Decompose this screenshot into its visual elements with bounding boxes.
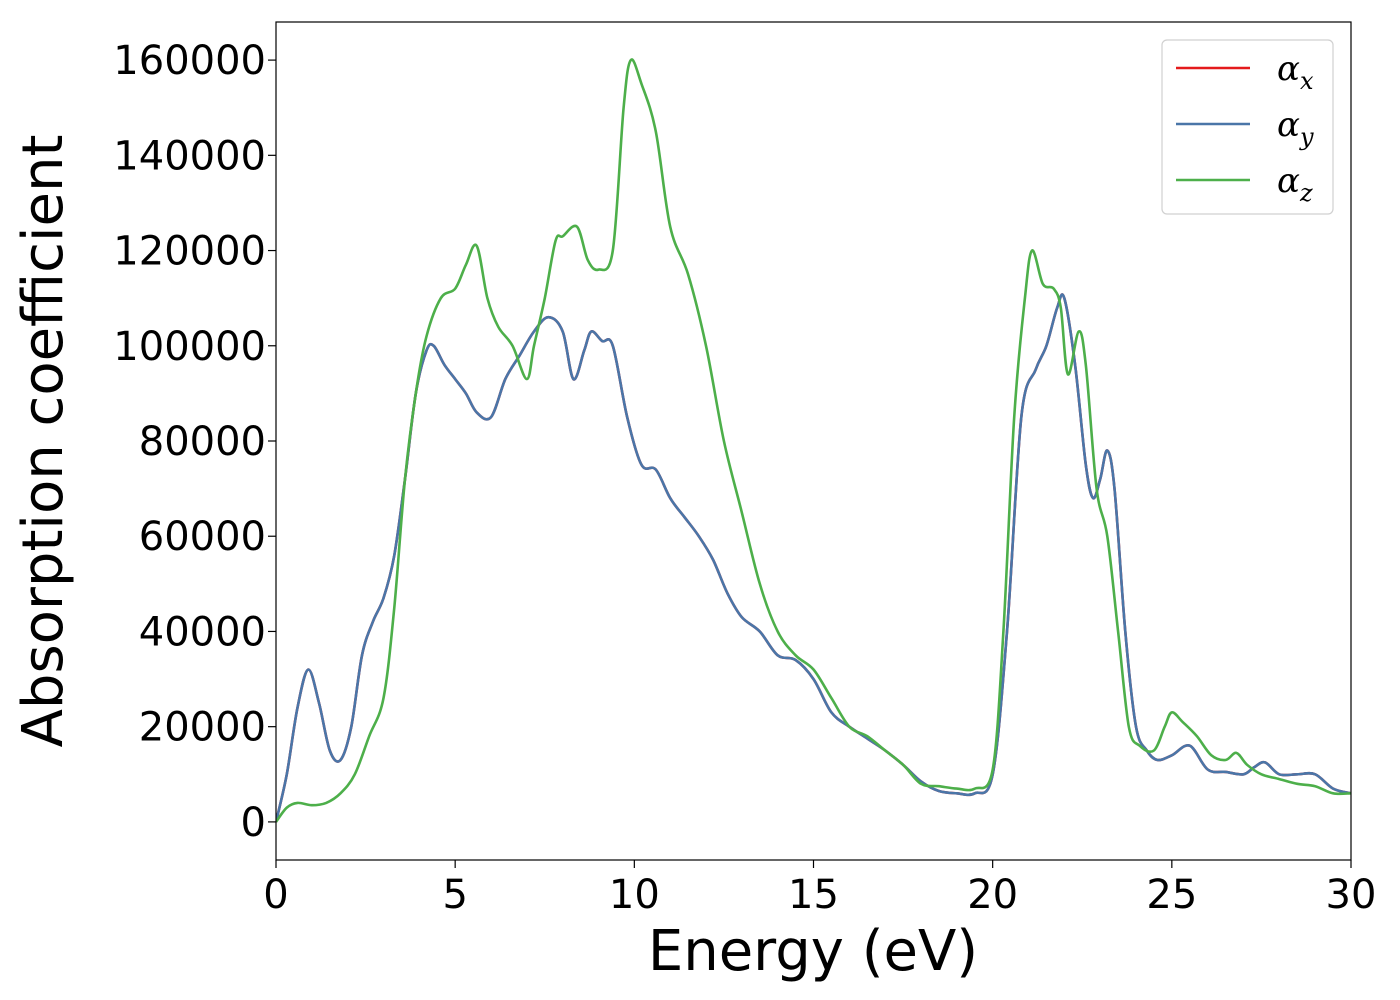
y-tick-label: 80000 (139, 419, 266, 465)
y-tick-label: 40000 (139, 609, 266, 655)
x-axis: 0 5 10 15 20 25 30 (263, 860, 1376, 918)
y-axis-label: Absorption coefficient (11, 135, 76, 748)
x-tick-label: 25 (1146, 872, 1197, 918)
x-tick-label: 20 (967, 872, 1018, 918)
legend-label-alpha-x: αx (1277, 49, 1314, 95)
x-tick-label: 15 (788, 872, 839, 918)
x-tick-label: 10 (609, 872, 660, 918)
y-tick-label: 100000 (113, 324, 266, 370)
legend: αx αy αz (1161, 39, 1334, 215)
series-line-alpha-z (276, 58, 1351, 823)
x-tick-label: 5 (442, 872, 467, 918)
legend-label-alpha-y: αy (1277, 105, 1314, 151)
y-tick-label: 0 (241, 800, 266, 846)
y-tick-label: 60000 (139, 514, 266, 560)
x-tick-label: 0 (263, 872, 288, 918)
y-tick-label: 120000 (113, 229, 266, 275)
y-tick-label: 160000 (113, 38, 266, 84)
series-layer (276, 58, 1351, 823)
y-axis: 0 20000 40000 60000 80000 100000 120000 140000 1… (113, 38, 276, 846)
y-tick-label: 20000 (139, 705, 266, 751)
legend-label-alpha-z: αz (1277, 161, 1313, 207)
legend-box (1161, 39, 1334, 215)
x-axis-label: Energy (eV) (648, 919, 978, 984)
y-tick-label: 140000 (113, 133, 266, 179)
x-tick-label: 30 (1326, 872, 1377, 918)
